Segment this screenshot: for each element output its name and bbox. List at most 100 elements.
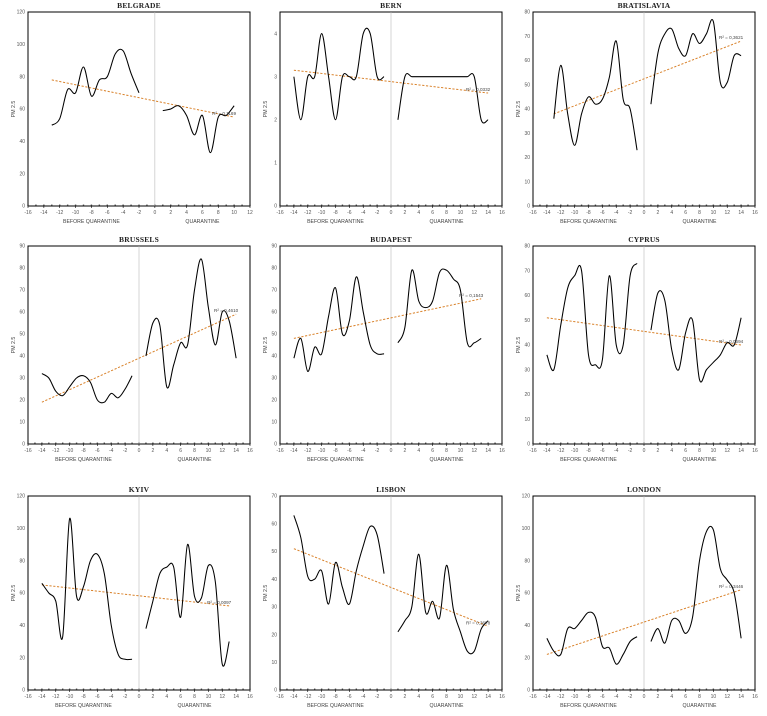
x-tick-label: 0 (643, 448, 646, 454)
x-label-before: BEFORE QUARANTINE (560, 219, 617, 225)
x-tick-label: -14 (543, 694, 550, 700)
series-line-before (546, 262, 638, 372)
x-tick-label: -4 (109, 448, 114, 454)
day-marker (452, 442, 455, 444)
day-marker (397, 204, 399, 206)
day-marker (75, 442, 78, 444)
x-tick-label: 16 (247, 448, 253, 454)
day-marker (362, 688, 364, 690)
y-tick-label: 80 (19, 558, 25, 564)
y-tick-label: 10 (271, 660, 277, 666)
day-marker (369, 442, 371, 444)
day-marker (34, 688, 36, 690)
day-marker (539, 442, 541, 444)
y-tick-label: 50 (271, 549, 277, 555)
day-marker (546, 204, 548, 206)
y-tick-label: 70 (524, 34, 530, 40)
y-axis-label: PM 2.5 (516, 101, 522, 118)
day-marker (75, 688, 78, 690)
x-label-quarantine: QUARANTINE (177, 703, 212, 709)
y-tick-label: 3 (274, 74, 277, 80)
r-squared-label: R² = 0,1169 (212, 111, 236, 116)
day-marker (348, 442, 351, 444)
x-tick-label: -2 (137, 210, 142, 216)
day-marker (431, 204, 434, 206)
y-tick-label: 50 (524, 318, 530, 324)
y-axis-label: PM 2.5 (263, 585, 269, 602)
y-tick-label: 40 (271, 354, 277, 360)
day-marker (560, 442, 562, 444)
day-marker (636, 442, 638, 444)
day-marker (473, 688, 475, 690)
day-marker (608, 442, 611, 444)
x-tick-label: -6 (105, 210, 110, 216)
day-marker (35, 204, 37, 206)
x-tick-label: -10 (66, 694, 73, 700)
day-marker (553, 442, 555, 444)
day-marker (376, 204, 378, 206)
y-tick-label: 40 (19, 139, 25, 145)
day-marker (754, 688, 756, 690)
day-marker (445, 442, 448, 444)
x-tick-label: -6 (600, 694, 605, 700)
day-marker (334, 204, 337, 206)
day-marker (424, 442, 427, 444)
day-marker (334, 442, 337, 444)
x-tick-label: -2 (123, 448, 128, 454)
day-marker (677, 204, 680, 206)
day-marker (362, 442, 364, 444)
day-marker (82, 688, 85, 690)
day-marker (418, 442, 420, 444)
x-tick-label: 8 (193, 694, 196, 700)
y-tick-label: 30 (271, 376, 277, 382)
day-marker (34, 442, 36, 444)
y-axis-label: PM 2.5 (516, 337, 522, 354)
day-marker (207, 442, 210, 444)
y-tick-label: 10 (524, 179, 530, 185)
x-tick-label: 14 (485, 210, 491, 216)
y-tick-label: 20 (524, 655, 530, 661)
x-tick-label: 4 (417, 694, 420, 700)
x-tick-label: 12 (471, 210, 477, 216)
day-marker (705, 204, 708, 206)
day-marker (355, 442, 358, 444)
day-marker (327, 442, 330, 444)
day-marker (424, 688, 427, 690)
day-marker (705, 688, 708, 690)
day-marker (159, 688, 161, 690)
x-tick-label: 0 (138, 694, 141, 700)
y-tick-label: 20 (271, 398, 277, 404)
day-marker (27, 204, 29, 206)
x-tick-label: 12 (219, 448, 225, 454)
day-marker (671, 204, 673, 206)
x-tick-label: -2 (628, 448, 633, 454)
x-tick-label: 2 (151, 694, 154, 700)
day-marker (671, 442, 673, 444)
chart-title: KYIV (129, 485, 150, 494)
x-tick-label: -2 (628, 210, 633, 216)
y-tick-label: 30 (19, 376, 25, 382)
x-tick-label: 6 (431, 210, 434, 216)
day-marker (622, 204, 624, 206)
x-tick-label: -8 (81, 448, 86, 454)
x-tick-label: -6 (347, 694, 352, 700)
day-marker (186, 442, 189, 444)
y-tick-label: 60 (524, 591, 530, 597)
x-tick-label: -14 (38, 448, 45, 454)
day-marker (320, 688, 323, 690)
x-tick-label: -10 (571, 694, 578, 700)
series-line-before (293, 27, 385, 121)
plot-frame (27, 11, 251, 207)
y-tick-label: 0 (274, 688, 277, 694)
x-tick-label: -4 (614, 694, 619, 700)
day-marker (601, 688, 604, 690)
y-tick-label: 0 (527, 204, 530, 210)
day-marker (594, 204, 597, 206)
x-tick-label: 8 (698, 694, 701, 700)
y-tick-label: 10 (19, 420, 25, 426)
x-label-before: BEFORE QUARANTINE (307, 219, 364, 225)
day-marker (341, 204, 344, 206)
day-marker (27, 688, 29, 690)
